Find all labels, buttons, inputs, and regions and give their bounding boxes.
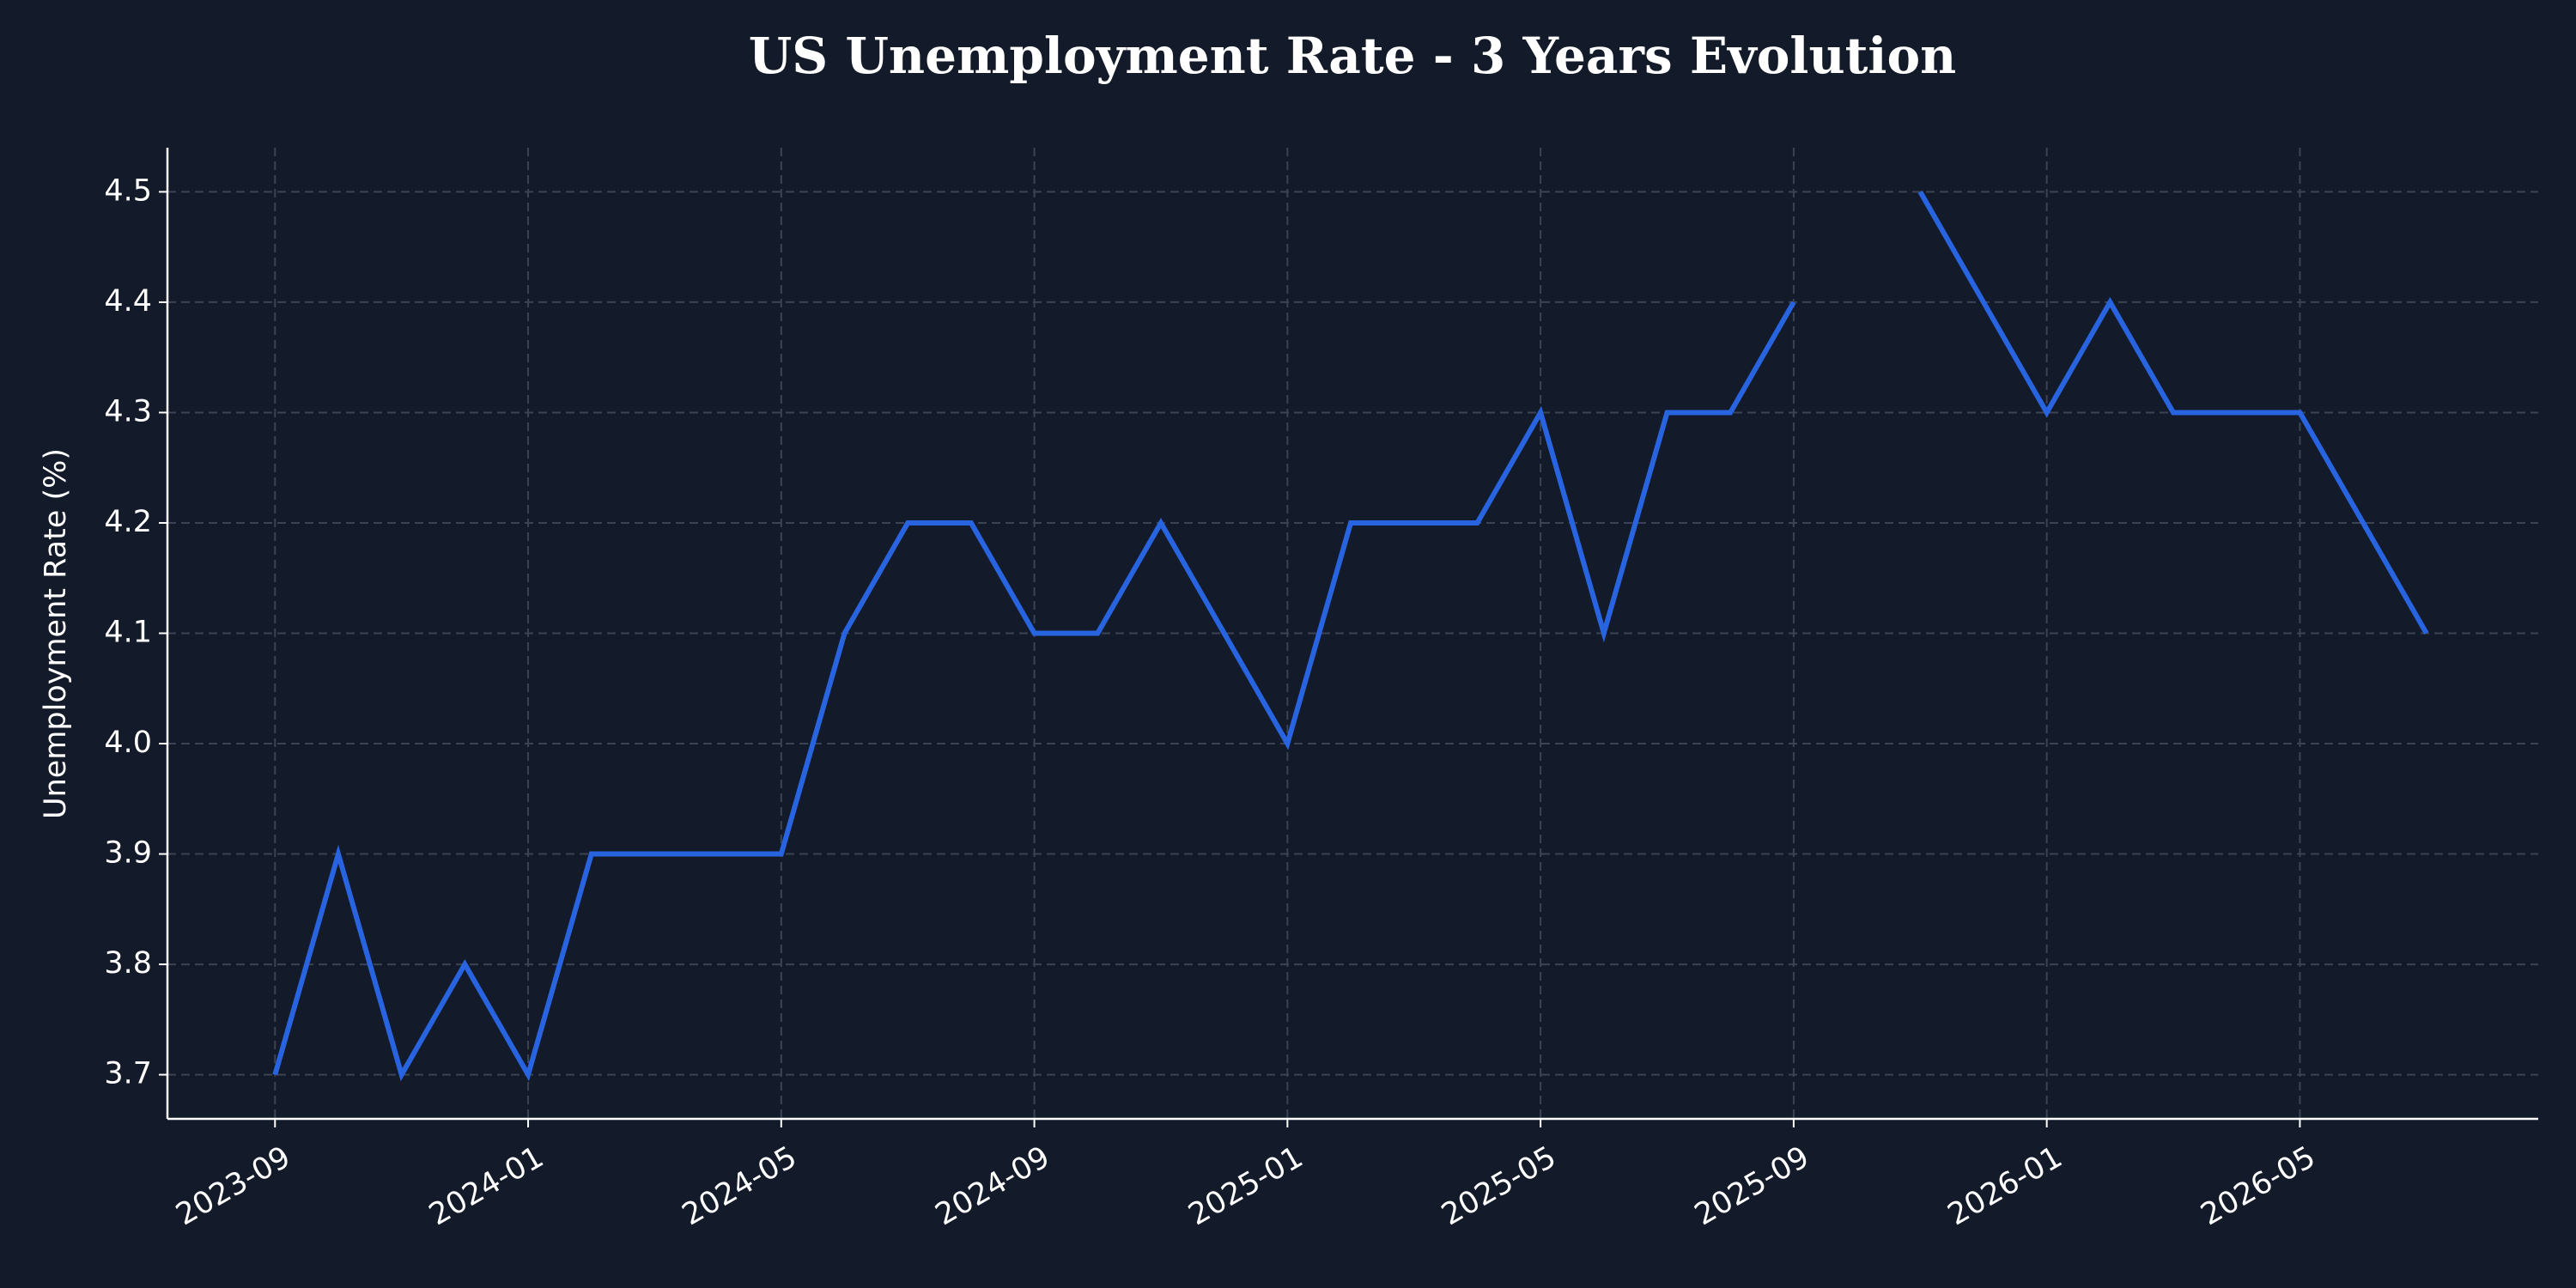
- y-tick-label: 4.3: [104, 394, 152, 428]
- chart-title: US Unemployment Rate - 3 Years Evolution: [749, 27, 1957, 85]
- y-tick-label: 4.4: [104, 284, 152, 319]
- y-tick-label: 4.2: [104, 505, 152, 539]
- data-line: [272, 190, 2429, 1082]
- y-axis-label: Unemployment Rate (%): [39, 448, 73, 819]
- y-tick-label: 3.7: [104, 1057, 152, 1091]
- y-tick-label: 4.0: [104, 726, 152, 760]
- y-tick-label: 4.5: [104, 173, 152, 208]
- y-tick-label: 3.9: [104, 836, 152, 871]
- y-tick-label: 4.1: [104, 616, 152, 650]
- y-tick-label: 3.8: [104, 946, 152, 981]
